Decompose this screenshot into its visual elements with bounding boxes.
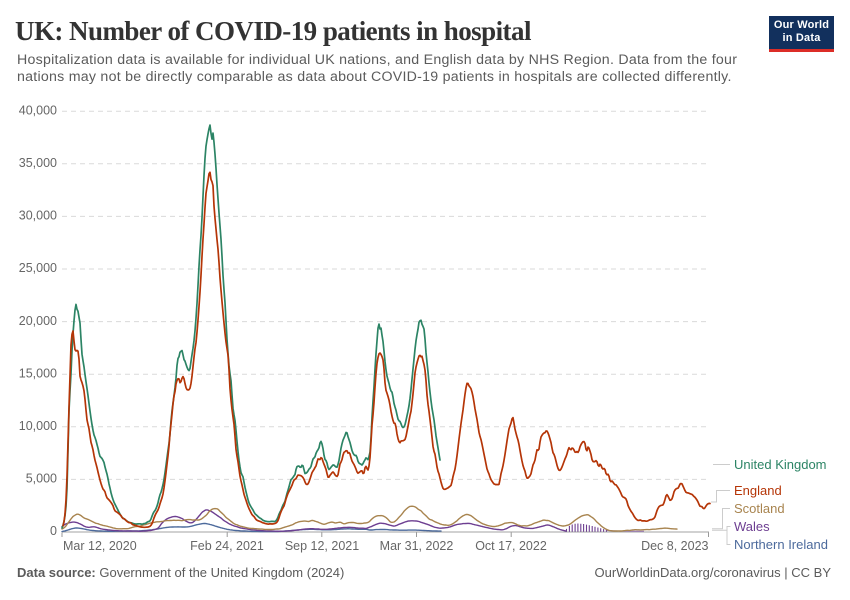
svg-text:25,000: 25,000 <box>19 261 57 275</box>
svg-text:Sep 12, 2021: Sep 12, 2021 <box>285 539 359 553</box>
svg-text:0: 0 <box>50 524 57 538</box>
svg-text:United Kingdom: United Kingdom <box>734 457 827 472</box>
svg-text:30,000: 30,000 <box>19 209 57 223</box>
svg-text:5,000: 5,000 <box>26 472 57 486</box>
svg-text:England: England <box>734 483 782 498</box>
svg-text:40,000: 40,000 <box>19 103 57 117</box>
svg-text:Wales: Wales <box>734 519 770 534</box>
svg-text:Northern Ireland: Northern Ireland <box>734 537 828 552</box>
svg-text:Scotland: Scotland <box>734 501 785 516</box>
svg-text:35,000: 35,000 <box>19 156 57 170</box>
svg-text:20,000: 20,000 <box>19 314 57 328</box>
svg-text:10,000: 10,000 <box>19 419 57 433</box>
svg-text:Feb 24, 2021: Feb 24, 2021 <box>190 539 264 553</box>
svg-text:15,000: 15,000 <box>19 366 57 380</box>
svg-text:Mar 12, 2020: Mar 12, 2020 <box>63 539 137 553</box>
svg-text:Dec 8, 2023: Dec 8, 2023 <box>641 539 708 553</box>
svg-text:Mar 31, 2022: Mar 31, 2022 <box>380 539 454 553</box>
svg-text:Oct 17, 2022: Oct 17, 2022 <box>475 539 547 553</box>
